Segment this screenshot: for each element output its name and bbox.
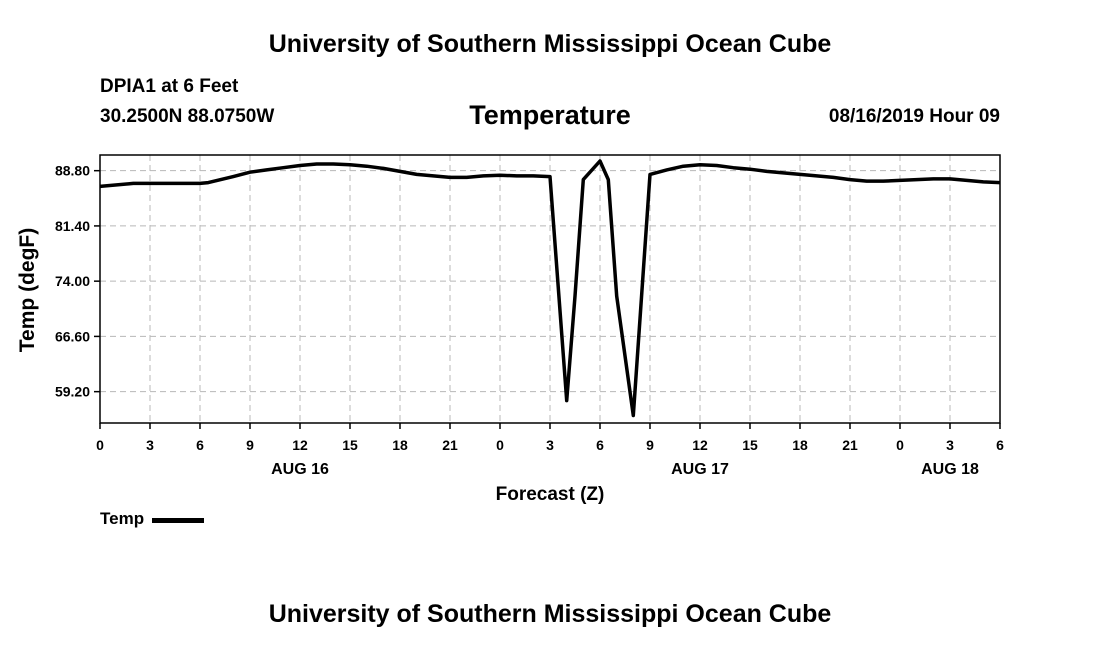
x-tick-label: 15 bbox=[342, 437, 358, 453]
x-tick-label: 12 bbox=[292, 437, 308, 453]
x-tick-label: 3 bbox=[546, 437, 554, 453]
day-label: AUG 18 bbox=[921, 461, 979, 478]
day-label: AUG 16 bbox=[271, 461, 329, 478]
x-tick-label: 3 bbox=[146, 437, 154, 453]
legend-label: Temp bbox=[100, 509, 145, 528]
legend: Temp bbox=[100, 509, 205, 529]
x-tick-label: 9 bbox=[646, 437, 654, 453]
line-layer bbox=[99, 159, 1001, 418]
day-label: AUG 17 bbox=[671, 461, 729, 478]
x-tick-label: 6 bbox=[996, 437, 1004, 453]
datestamp-label: 08/16/2019 Hour 09 bbox=[828, 106, 1000, 127]
y-tick-label: 74.00 bbox=[55, 273, 90, 289]
x-tick-label: 18 bbox=[792, 437, 808, 453]
x-tick-label: 6 bbox=[596, 437, 604, 453]
x-tick-label: 9 bbox=[246, 437, 254, 453]
x-tick-label: 18 bbox=[392, 437, 408, 453]
x-tick-label: 6 bbox=[196, 437, 204, 453]
legend-swatch bbox=[152, 518, 205, 523]
x-tick-label: 21 bbox=[842, 437, 858, 453]
y-axis-label: Temp (degF) bbox=[16, 228, 39, 352]
x-axis-label: Forecast (Z) bbox=[496, 484, 605, 505]
x-tick-label: 0 bbox=[496, 437, 504, 453]
station-label: DPIA1 at 6 Feet bbox=[100, 76, 239, 97]
series-line-temp bbox=[99, 159, 1001, 418]
y-tick-label: 59.20 bbox=[55, 384, 90, 400]
page-title: University of Southern Mississippi Ocean… bbox=[268, 30, 832, 58]
y-tick-label: 81.40 bbox=[55, 218, 90, 234]
x-tick-label: 21 bbox=[442, 437, 458, 453]
x-tick-label: 0 bbox=[896, 437, 904, 453]
chart-title: Temperature bbox=[469, 100, 631, 130]
y-tick-label: 66.60 bbox=[55, 328, 90, 344]
y-tick-label: 88.80 bbox=[55, 163, 90, 179]
axis-layer: 59.20 66.60 74.00 81.40 88.80 0 3 6 9 12 15 18 21 0 3 6… bbox=[55, 163, 1004, 478]
x-tick-label: 15 bbox=[742, 437, 758, 453]
x-tick-label: 12 bbox=[692, 437, 708, 453]
footer-title: University of Southern Mississippi Ocean… bbox=[268, 600, 832, 628]
x-tick-label: 0 bbox=[96, 437, 104, 453]
x-tick-label: 3 bbox=[946, 437, 954, 453]
coordinates-label: 30.2500N 88.0750W bbox=[100, 106, 275, 127]
grid-layer bbox=[99, 155, 1001, 423]
